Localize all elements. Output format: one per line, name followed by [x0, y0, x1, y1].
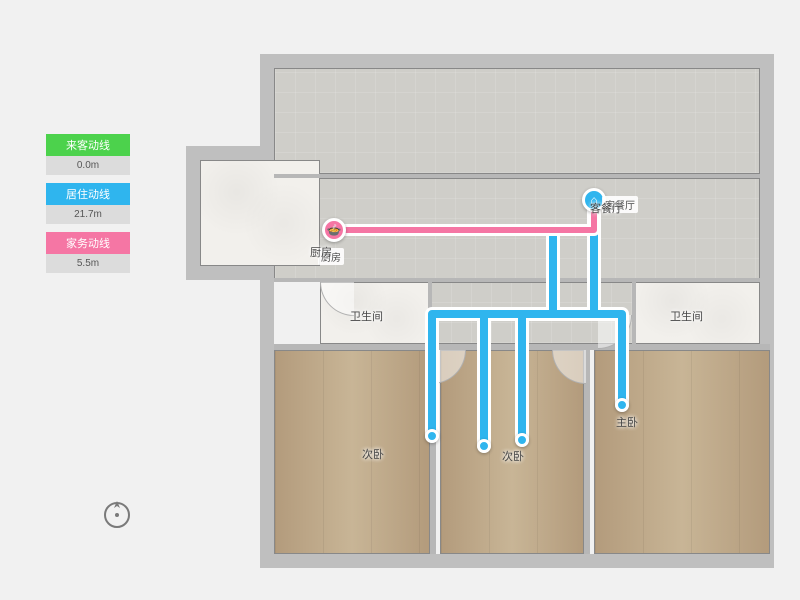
- legend-value: 21.7m: [46, 205, 130, 224]
- bed-a-node: [425, 429, 439, 443]
- legend-item-visitor: 来客动线 0.0m: [46, 134, 130, 175]
- kitchen-node-label: 厨房: [318, 248, 344, 265]
- legend-value: 0.0m: [46, 156, 130, 175]
- legend-label: 居住动线: [46, 183, 130, 205]
- bed-b-node: [477, 439, 491, 453]
- home-icon: ⌂: [585, 191, 603, 209]
- wall-outer-bottom: [260, 554, 774, 568]
- living-node-label: 客餐厅: [602, 196, 638, 213]
- wall-outer-kitchen-left: [186, 146, 200, 280]
- room-living: [274, 178, 760, 280]
- legend: 来客动线 0.0m 居住动线 21.7m 家务动线 5.5m: [46, 134, 130, 281]
- room-balcony: [274, 68, 760, 174]
- compass-icon: [100, 498, 134, 537]
- wall-interior-bath1-r: [428, 282, 432, 344]
- wall-outer-top: [260, 54, 774, 68]
- pot-icon: 🍲: [325, 221, 343, 239]
- legend-value: 5.5m: [46, 254, 130, 273]
- wall-interior-balcony: [274, 174, 760, 178]
- kitchen-node: 🍲: [322, 218, 346, 242]
- wall-interior-bath2-l: [632, 282, 636, 344]
- room-bath2: [634, 282, 760, 344]
- room-bed_c: [594, 350, 770, 554]
- bed-c-node: [615, 398, 629, 412]
- legend-item-resident: 居住动线 21.7m: [46, 183, 130, 224]
- floorplan: ⌂客餐厅🍲厨房 厨房客餐厅卫生间卫生间次卧次卧主卧: [200, 50, 780, 580]
- room-bed_a: [274, 350, 430, 554]
- wall-outer-left-upper: [260, 54, 274, 160]
- wall-outer-left-lower: [260, 338, 274, 568]
- wall-interior-mid: [274, 344, 770, 350]
- legend-item-housework: 家务动线 5.5m: [46, 232, 130, 273]
- room-bed_b: [440, 350, 584, 554]
- bed-b2-node: [515, 433, 529, 447]
- legend-label: 家务动线: [46, 232, 130, 254]
- legend-label: 来客动线: [46, 134, 130, 156]
